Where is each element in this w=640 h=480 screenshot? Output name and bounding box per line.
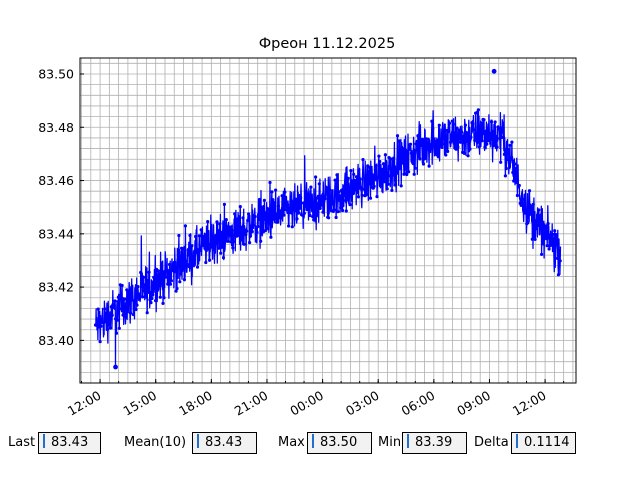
x-tick-label: 12:00 bbox=[65, 388, 104, 419]
x-tick-label: 03:00 bbox=[343, 388, 382, 419]
plot-frame bbox=[79, 57, 577, 384]
chart-grid bbox=[80, 58, 576, 384]
max-value-field[interactable]: 83.50 bbox=[307, 432, 372, 454]
last-value: 83.43 bbox=[51, 435, 89, 450]
text-cursor bbox=[516, 434, 518, 448]
delta-value: 0.1114 bbox=[524, 435, 570, 450]
y-tick-label: 83.50 bbox=[38, 66, 74, 81]
min-value-field[interactable]: 83.39 bbox=[402, 432, 467, 454]
max-point-marker bbox=[491, 68, 497, 74]
x-tick-label: 18:00 bbox=[176, 388, 215, 419]
text-cursor bbox=[197, 434, 199, 448]
y-tick-label: 83.44 bbox=[38, 226, 74, 241]
y-tick-label: 83.46 bbox=[38, 173, 74, 188]
text-cursor bbox=[43, 434, 45, 448]
y-tick-label: 83.40 bbox=[38, 333, 74, 348]
last-value-field[interactable]: 83.43 bbox=[38, 432, 101, 454]
max-value: 83.50 bbox=[320, 435, 358, 450]
y-tick-label: 83.48 bbox=[38, 120, 74, 135]
min-point-marker bbox=[113, 364, 118, 370]
x-tick-label: 21:00 bbox=[232, 388, 271, 419]
text-cursor bbox=[407, 434, 409, 448]
x-tick-label: 12:00 bbox=[510, 388, 549, 419]
chart-title: Фреон 11.12.2025 bbox=[259, 36, 396, 52]
x-tick-label: 09:00 bbox=[454, 388, 493, 419]
mean-value: 83.43 bbox=[205, 435, 243, 450]
x-tick-label: 00:00 bbox=[287, 388, 326, 419]
x-tick-label: 15:00 bbox=[121, 388, 160, 419]
mean-value-field[interactable]: 83.43 bbox=[192, 432, 257, 454]
y-tick-label: 83.42 bbox=[38, 280, 74, 295]
min-value: 83.39 bbox=[415, 435, 453, 450]
data-series bbox=[93, 68, 562, 370]
delta-value-field[interactable]: 0.1114 bbox=[511, 432, 576, 454]
series-markers bbox=[93, 108, 562, 344]
text-cursor bbox=[312, 434, 314, 448]
x-tick-label: 06:00 bbox=[399, 388, 438, 419]
